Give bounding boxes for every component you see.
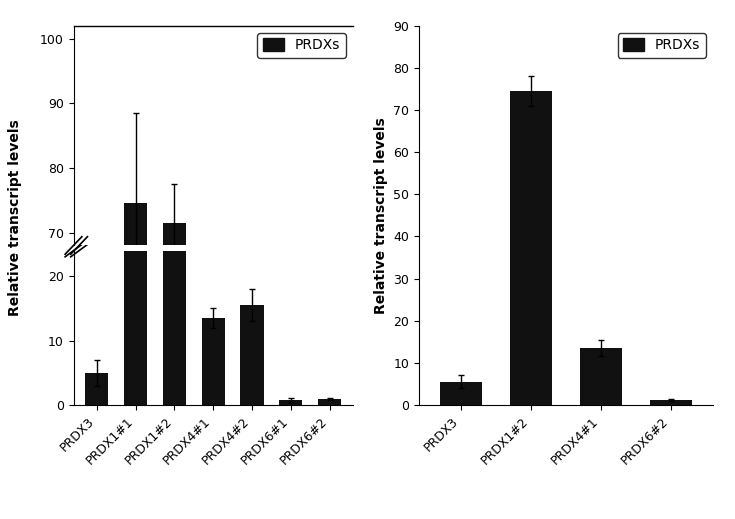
Bar — [279, 400, 302, 405]
Bar — [201, 318, 225, 405]
Text: Relative transcript levels: Relative transcript levels — [7, 119, 22, 317]
Y-axis label: Relative transcript levels: Relative transcript levels — [373, 117, 387, 314]
Bar — [510, 91, 552, 405]
Legend: PRDXs: PRDXs — [257, 33, 346, 58]
Bar — [240, 305, 264, 405]
Bar — [650, 400, 692, 405]
Bar — [440, 381, 482, 405]
Bar — [318, 399, 341, 405]
Bar — [580, 348, 622, 405]
Bar — [124, 0, 147, 405]
Legend: PRDXs: PRDXs — [617, 33, 706, 58]
Bar — [162, 0, 186, 405]
Bar — [162, 223, 186, 519]
Bar — [124, 203, 147, 519]
Bar — [85, 373, 109, 405]
